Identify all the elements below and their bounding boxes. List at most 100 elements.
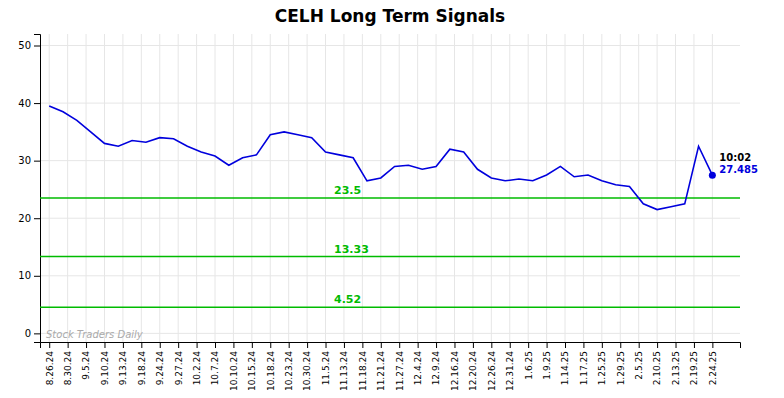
x-tick-label: 11.27.24 xyxy=(395,351,405,391)
x-tick: 9.13.24 xyxy=(118,342,128,385)
price-line xyxy=(49,106,712,210)
x-tick-mark xyxy=(86,342,87,348)
reference-line xyxy=(40,307,740,309)
y-tick: 50 xyxy=(18,40,40,51)
grid-line-x xyxy=(288,34,289,342)
x-tick-mark xyxy=(233,342,234,348)
grid-line-x xyxy=(399,34,400,342)
x-tick: 8.26.24 xyxy=(45,342,55,385)
x-tick-mark xyxy=(362,342,363,348)
annotations: 23.513.334.5210:0227.485 xyxy=(334,152,758,306)
x-tick-label: 12.9.24 xyxy=(431,351,441,386)
grid-line-x xyxy=(620,34,621,342)
annotation: 10:02 xyxy=(719,152,751,163)
x-tick-label: 1.9.25 xyxy=(542,351,552,380)
marks xyxy=(40,106,740,307)
x-axis-line xyxy=(41,343,741,349)
x-tick-mark xyxy=(49,342,50,348)
x-tick-label: 2.10.25 xyxy=(652,351,662,385)
y-tick: 0 xyxy=(25,328,40,339)
x-tick-label: 9.5.24 xyxy=(81,351,91,380)
chart-svg: 8.26.24 8.30.24 9.5.24 9.10.24 9.13.24 9.18.2… xyxy=(0,0,784,398)
x-tick: 10.15.24 xyxy=(247,342,257,391)
title: CELH Long Term Signals xyxy=(275,6,505,26)
x-tick-mark xyxy=(215,342,216,348)
x-tick-label: 10.15.24 xyxy=(247,351,257,391)
x-tick-mark xyxy=(491,342,492,348)
y-tick-mark xyxy=(34,333,40,334)
x-tick-label: 2.13.25 xyxy=(671,351,681,385)
grid-line-x xyxy=(325,34,326,342)
grid-line-x xyxy=(712,34,713,342)
y-tick-label: 40 xyxy=(18,98,31,109)
x-tick-mark xyxy=(694,342,695,348)
y-tick-mark xyxy=(34,46,40,47)
x-tick-label: 8.26.24 xyxy=(45,351,55,386)
x-tick-label: 9.10.24 xyxy=(100,351,110,386)
x-tick: 11.13.24 xyxy=(339,342,349,391)
x-tick: 8.30.24 xyxy=(63,342,73,385)
y-tick-label: 20 xyxy=(18,213,31,224)
x-tick-mark xyxy=(307,342,308,348)
x-tick-label: 9.13.24 xyxy=(118,351,128,386)
x-tick: 1.6.25 xyxy=(524,342,534,380)
reference-label: 13.33 xyxy=(334,243,369,256)
x-tick-label: 11.18.24 xyxy=(358,351,368,391)
x-tick-mark xyxy=(399,342,400,348)
x-tick: 12.16.24 xyxy=(450,342,460,391)
x-tick: 12.20.24 xyxy=(468,342,478,391)
reference-label: 4.52 xyxy=(334,293,361,306)
grid-line-x xyxy=(436,34,437,342)
x-tick: 1.9.25 xyxy=(542,342,552,380)
grid-line-x xyxy=(159,34,160,342)
grid-line-x xyxy=(49,34,50,342)
x-axis: 8.26.24 8.30.24 9.5.24 9.10.24 9.13.24 9.18.2… xyxy=(41,342,741,391)
x-tick: 12.31.24 xyxy=(505,342,515,391)
x-tick-mark xyxy=(252,342,253,348)
grid-line-x xyxy=(122,34,123,342)
x-tick-label: 12.20.24 xyxy=(468,351,478,391)
grid-line-x xyxy=(196,34,197,342)
x-tick-mark xyxy=(454,342,455,348)
grid-line-x xyxy=(693,34,694,342)
y-tick: 30 xyxy=(18,155,40,166)
annotation: 27.485 xyxy=(719,164,758,175)
x-tick-mark xyxy=(289,342,290,348)
x-tick-mark xyxy=(381,342,382,348)
x-tick-label: 1.29.25 xyxy=(616,351,626,385)
grid-line-x xyxy=(583,34,584,342)
x-tick-label: 2.19.25 xyxy=(689,351,699,385)
grid-line-x xyxy=(270,34,271,342)
x-tick: 11.27.24 xyxy=(395,342,405,391)
y-axis-line xyxy=(34,35,41,343)
x-tick: 10.18.24 xyxy=(266,342,276,391)
x-tick-mark xyxy=(270,342,271,348)
y-tick-label: 0 xyxy=(25,328,31,339)
x-tick: 1.29.25 xyxy=(616,342,626,385)
grid-line-x xyxy=(528,34,529,342)
x-tick-label: 10.18.24 xyxy=(266,351,276,391)
reference-line xyxy=(40,197,740,199)
x-tick-label: 8.30.24 xyxy=(63,351,73,386)
grid-line-x xyxy=(67,34,68,342)
x-tick: 2.13.25 xyxy=(671,342,681,385)
grid-line-y xyxy=(40,333,740,334)
x-tick-label: 2.5.25 xyxy=(634,351,644,380)
grid-line-x xyxy=(601,34,602,342)
x-tick-label: 9.18.24 xyxy=(137,351,147,386)
x-tick: 1.17.25 xyxy=(579,342,589,385)
x-tick-mark xyxy=(583,342,584,348)
grid-line-y xyxy=(40,275,740,276)
x-tick: 2.24.25 xyxy=(708,342,718,385)
x-tick-mark xyxy=(657,342,658,348)
x-tick-label: 1.6.25 xyxy=(524,351,534,380)
x-tick: 2.19.25 xyxy=(689,342,699,385)
x-tick: 10.7.24 xyxy=(210,342,220,385)
x-tick-mark xyxy=(565,342,566,348)
x-tick-label: 2.24.25 xyxy=(708,351,718,385)
y-tick-label: 10 xyxy=(18,270,31,281)
grid-line-x xyxy=(307,34,308,342)
x-tick-mark xyxy=(178,342,179,348)
y-tick: 40 xyxy=(18,98,40,109)
x-tick-mark xyxy=(547,342,548,348)
